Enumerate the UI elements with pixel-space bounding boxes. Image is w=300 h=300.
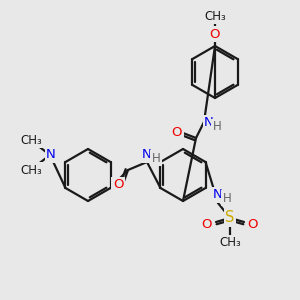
Text: CH₃: CH₃ xyxy=(20,164,42,176)
Text: N: N xyxy=(46,148,56,161)
Text: H: H xyxy=(223,191,231,205)
Text: N: N xyxy=(213,188,223,202)
Text: H: H xyxy=(152,152,160,164)
Text: O: O xyxy=(210,28,220,40)
Text: O: O xyxy=(172,125,182,139)
Text: N: N xyxy=(204,116,214,130)
Text: CH₃: CH₃ xyxy=(204,10,226,22)
Text: CH₃: CH₃ xyxy=(219,236,241,250)
Text: H: H xyxy=(213,121,221,134)
Text: O: O xyxy=(202,218,212,232)
Text: S: S xyxy=(225,211,235,226)
Text: N: N xyxy=(142,148,152,161)
Text: CH₃: CH₃ xyxy=(20,134,42,146)
Text: O: O xyxy=(113,178,123,191)
Text: O: O xyxy=(248,218,258,232)
